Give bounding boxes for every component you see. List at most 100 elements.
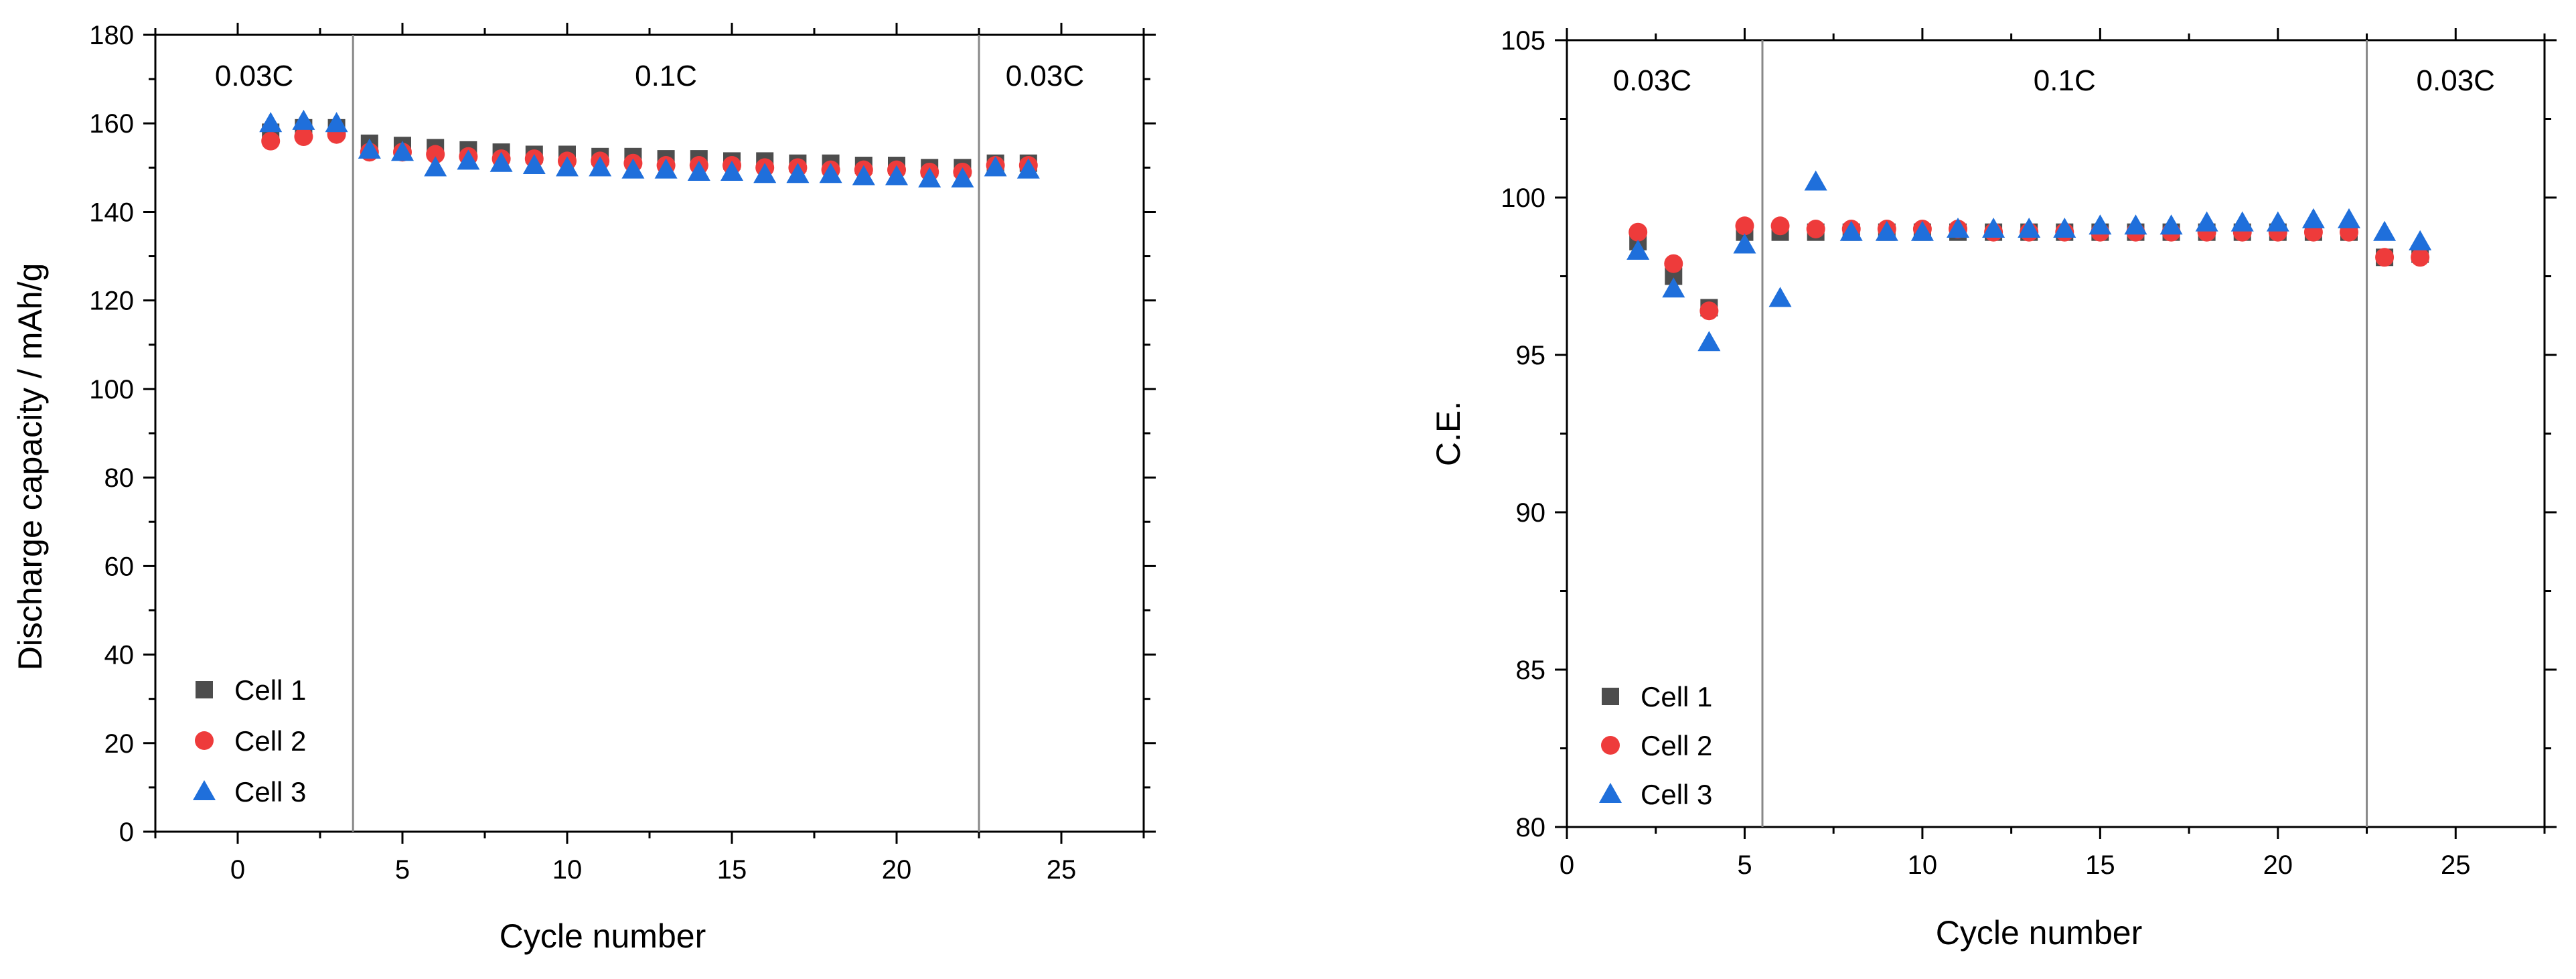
data-point [1875, 220, 1898, 241]
y-axis-title: Discharge capacity / mAh/g [11, 263, 49, 671]
y-axis-title: C.E. [1430, 401, 1467, 466]
x-tick-label: 15 [717, 855, 747, 885]
data-point [1016, 158, 1040, 179]
legend-label: Cell 2 [234, 725, 306, 757]
data-point [2195, 211, 2218, 232]
legend-label: Cell 3 [1641, 779, 1712, 810]
data-point [391, 141, 414, 161]
x-tick-label: 5 [1737, 850, 1752, 880]
data-point [457, 149, 480, 170]
data-point [2301, 208, 2325, 228]
discharge-capacity-chart: 0 5 10 15 20 25 0 20 40 60 80 100 120 140 160 180 Cycle … [11, 21, 1156, 955]
data-point [819, 163, 842, 183]
data-point [292, 109, 315, 130]
y-tick-label: 0 [119, 818, 134, 847]
y-tick-label: 100 [1501, 183, 1545, 213]
data-point [621, 158, 645, 179]
data-point [1982, 218, 2005, 238]
data-point [556, 156, 579, 177]
data-point [951, 167, 974, 187]
data-point [687, 160, 710, 181]
data-point [424, 156, 447, 177]
data-point [2409, 230, 2432, 250]
y-tick-label: 95 [1516, 341, 1546, 370]
c-rate-region-label: 0.1C [2034, 64, 2096, 97]
x-axis-title: Cycle number [1936, 914, 2142, 952]
data-point [2375, 248, 2395, 267]
x-tick-label: 0 [1560, 850, 1574, 880]
plot-frame [154, 33, 1145, 833]
legend-marker [1599, 783, 1622, 803]
series-cell-1 [262, 119, 1037, 177]
data-point [259, 112, 283, 133]
coulombic-efficiency-chart: 0 5 10 15 20 25 80 85 90 95 100 105 Cycle number C.E.… [1430, 26, 2557, 952]
legend: Cell 1 Cell 2 Cell 3 [193, 674, 306, 808]
data-point [1910, 220, 1934, 241]
x-tick-label: 20 [882, 855, 912, 885]
data-point [1768, 287, 1792, 307]
y-tick-label: 60 [104, 552, 135, 581]
data-point [358, 138, 381, 159]
data-point [885, 165, 908, 185]
data-point [1733, 233, 1756, 254]
data-point [852, 165, 875, 185]
data-point [984, 156, 1007, 177]
c-rate-region-label: 0.03C [1006, 60, 1084, 92]
data-point [753, 163, 777, 183]
y-tick-label: 80 [104, 463, 135, 493]
data-point [426, 145, 445, 164]
data-point [522, 154, 546, 175]
y-tick-label: 80 [1516, 813, 1546, 842]
y-tick-label: 140 [89, 198, 134, 227]
data-point [2160, 214, 2183, 235]
data-point [1662, 277, 1685, 298]
y-tick-label: 85 [1516, 656, 1546, 685]
data-point [721, 160, 743, 181]
data-point [325, 112, 348, 133]
data-point [294, 127, 313, 147]
x-tick-label: 10 [1908, 850, 1938, 880]
data-point [1806, 220, 1825, 238]
data-point [1735, 216, 1754, 236]
data-point [654, 158, 678, 179]
legend-marker [1601, 736, 1620, 755]
data-point [1947, 218, 1969, 238]
series-cell-3 [1626, 170, 2432, 352]
data-point [1699, 301, 1719, 321]
data-point [261, 131, 281, 151]
data-point [2018, 218, 2041, 238]
x-tick-label: 10 [552, 855, 583, 885]
y-tick-label: 105 [1501, 26, 1545, 56]
y-tick-label: 90 [1516, 498, 1546, 528]
data-point [1839, 220, 1863, 241]
data-point [2373, 220, 2397, 241]
y-tick-label: 160 [89, 109, 134, 139]
data-point [2230, 211, 2254, 232]
data-point [918, 167, 941, 187]
x-tick-label: 5 [395, 855, 410, 885]
x-tick-label: 20 [2263, 850, 2293, 880]
series-cell-3 [259, 109, 1040, 187]
data-point [2124, 214, 2147, 235]
legend-marker [1602, 688, 1619, 705]
legend-label: Cell 2 [1641, 730, 1712, 761]
data-point [1804, 170, 1827, 191]
plot-frame [1566, 39, 2546, 828]
data-point [1628, 222, 1648, 242]
y-tick-label: 100 [89, 375, 134, 404]
legend-label: Cell 3 [234, 776, 306, 808]
data-point [589, 156, 612, 177]
data-point [489, 151, 513, 172]
y-tick-label: 40 [104, 641, 135, 670]
x-tick-label: 25 [1047, 855, 1077, 885]
data-point [2053, 218, 2076, 238]
y-tick-label: 120 [89, 287, 134, 316]
x-tick-label: 15 [2085, 850, 2115, 880]
x-tick-label: 25 [2441, 850, 2471, 880]
data-point [2089, 214, 2112, 235]
data-point [2338, 208, 2360, 228]
x-tick-label: 0 [230, 855, 245, 885]
data-point [786, 163, 810, 183]
data-point [1770, 216, 1790, 236]
c-rate-region-label: 0.03C [215, 60, 293, 92]
